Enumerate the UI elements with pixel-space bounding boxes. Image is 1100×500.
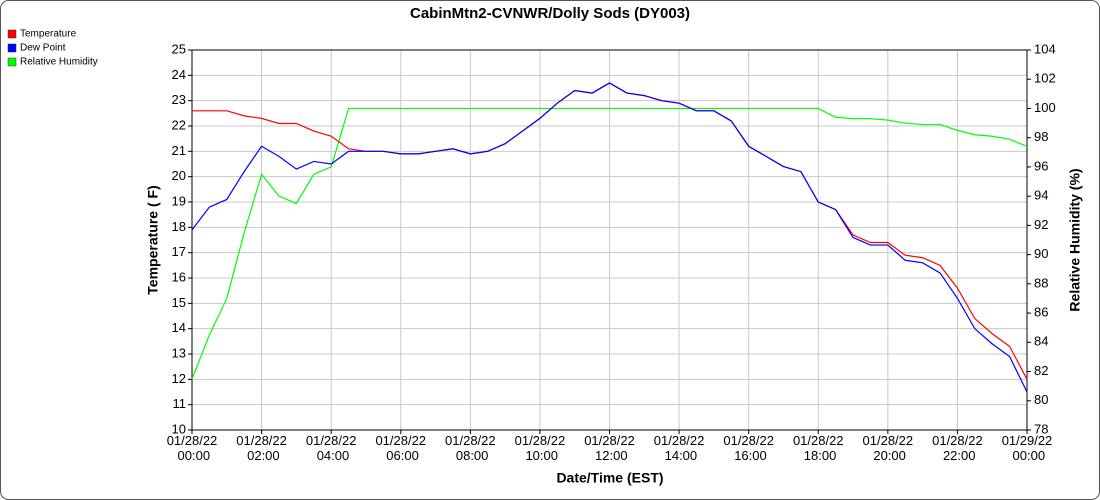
x-tick-line: 01/28/22	[375, 433, 426, 448]
y-tick-label: 18	[172, 219, 186, 234]
x-tick-line: 01/28/22	[793, 433, 844, 448]
y2-tick-label: 82	[1034, 363, 1048, 378]
x-tick-line: 01/28/22	[584, 433, 635, 448]
x-tick-line: 01/28/22	[167, 433, 218, 448]
x-tick-label: 01/28/22 08:00	[445, 433, 496, 463]
plot-frame	[191, 49, 1028, 431]
x-tick-line: 01/28/22	[932, 433, 983, 448]
x-tick-label: 01/28/22 04:00	[306, 433, 357, 463]
y2-tick-label: 94	[1034, 188, 1048, 203]
x-tick-line: 14:00	[661, 448, 697, 463]
y-tick-label: 12	[172, 371, 186, 386]
y2-tick-label: 100	[1034, 100, 1056, 115]
legend-label: Relative Humidity	[20, 57, 98, 68]
y-tick-label: 20	[172, 168, 186, 183]
chart-title: CabinMtn2-CVNWR/Dolly Sods (DY003)	[410, 5, 690, 22]
y-tick-label: 22	[172, 117, 186, 132]
x-tick-label: 01/28/22 16:00	[723, 433, 774, 463]
y-tick-label: 14	[172, 320, 186, 335]
legend-swatch	[7, 57, 17, 67]
y2-tick-label: 84	[1034, 334, 1048, 349]
x-tick-line: 08:00	[452, 448, 488, 463]
x-tick-line: 01/28/22	[306, 433, 357, 448]
series-line	[191, 107, 1028, 380]
x-tick-label: 01/28/22 22:00	[932, 433, 983, 463]
y-tick-label: 10	[172, 421, 186, 436]
x-tick-line: 02:00	[244, 448, 280, 463]
y2-tick-label: 80	[1034, 392, 1048, 407]
x-tick-label: 01/28/22 14:00	[654, 433, 705, 463]
y2-tick-label: 92	[1034, 217, 1048, 232]
y-tick-label: 24	[172, 67, 186, 82]
x-tick-line: 01/28/22	[654, 433, 705, 448]
y2-tick-label: 86	[1034, 305, 1048, 320]
y2-tick-label: 88	[1034, 275, 1048, 290]
x-tick-line: 01/28/22	[236, 433, 287, 448]
x-tick-line: 12:00	[591, 448, 627, 463]
x-tick-label: 01/29/22 00:00	[1002, 433, 1053, 463]
y2-tick-label: 78	[1034, 421, 1048, 436]
y2-tick-label: 104	[1034, 41, 1056, 56]
y-tick-label: 11	[173, 396, 187, 411]
x-tick-line: 20:00	[870, 448, 906, 463]
x-tick-line: 18:00	[800, 448, 836, 463]
x-tick-line: 01/28/22	[723, 433, 774, 448]
legend-label: Temperature	[20, 29, 77, 40]
x-tick-line: 22:00	[939, 448, 975, 463]
x-tick-line: 01/28/22	[863, 433, 914, 448]
y2-tick-label: 96	[1034, 158, 1048, 173]
x-tick-line: 00:00	[174, 448, 210, 463]
y-tick-label: 21	[172, 143, 186, 158]
y-axis-label: Temperature ( F)	[145, 185, 161, 294]
x-tick-label: 01/28/22 02:00	[236, 433, 287, 463]
y2-tick-label: 102	[1034, 71, 1056, 86]
y-tick-label: 16	[172, 269, 186, 284]
x-tick-line: 00:00	[1009, 448, 1045, 463]
x-tick-line: 16:00	[731, 448, 767, 463]
legend-label: Dew Point	[20, 43, 66, 54]
x-tick-line: 06:00	[383, 448, 419, 463]
y-tick-label: 19	[172, 193, 186, 208]
x-tick-line: 04:00	[313, 448, 349, 463]
y-tick-label: 17	[172, 244, 186, 259]
x-tick-label: 01/28/22 20:00	[863, 433, 914, 463]
y2-tick-label: 90	[1034, 246, 1048, 261]
x-tick-label: 01/28/22 00:00	[167, 433, 218, 463]
x-tick-label: 01/28/22 18:00	[793, 433, 844, 463]
y-tick-label: 13	[172, 345, 186, 360]
y-tick-label: 23	[172, 92, 186, 107]
x-tick-line: 01/28/22	[445, 433, 496, 448]
legend-swatch	[7, 29, 17, 39]
y-tick-label: 25	[172, 41, 186, 56]
x-tick-line: 01/28/22	[515, 433, 566, 448]
x-tick-line: 01/29/22	[1002, 433, 1053, 448]
x-axis-label: Date/Time (EST)	[556, 470, 663, 486]
y2-tick-label: 98	[1034, 129, 1048, 144]
legend-swatch	[7, 43, 17, 53]
x-tick-label: 01/28/22 06:00	[375, 433, 426, 463]
y2-axis-label: Relative Humidity (%)	[1067, 168, 1083, 311]
series-line	[191, 82, 1028, 393]
x-tick-line: 10:00	[522, 448, 558, 463]
x-tick-label: 01/28/22 10:00	[515, 433, 566, 463]
y-tick-label: 15	[172, 295, 186, 310]
x-tick-label: 01/28/22 12:00	[584, 433, 635, 463]
